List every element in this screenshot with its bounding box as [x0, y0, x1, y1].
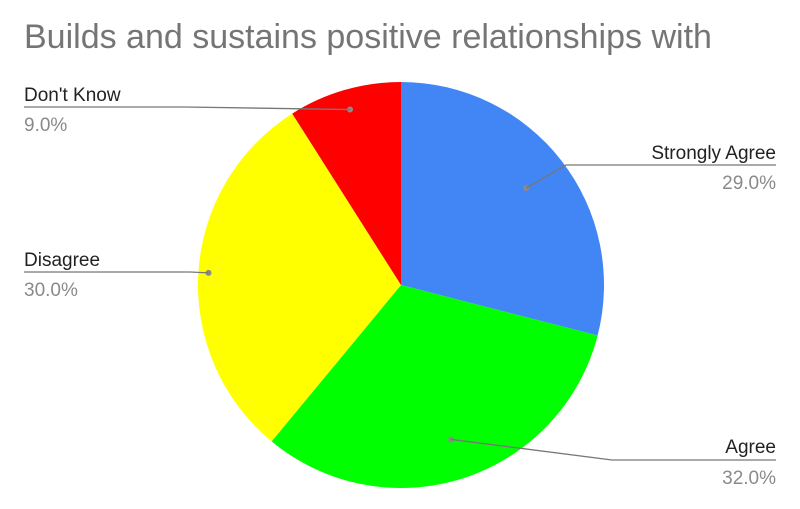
pie-slice-disagree — [198, 113, 401, 442]
slice-label-agree: Agree — [725, 437, 776, 458]
leader-line-don-t-know — [24, 106, 351, 111]
slice-percent-disagree: 30.0% — [24, 280, 78, 301]
slice-label-don-t-know: Don't Know — [24, 85, 121, 106]
leader-line-strongly-agree — [525, 164, 776, 189]
leader-line-disagree — [24, 271, 209, 274]
pie-slice-strongly-agree — [401, 82, 605, 336]
slice-percent-strongly-agree: 29.0% — [722, 173, 776, 194]
slice-percent-agree: 32.0% — [722, 468, 776, 489]
chart-title: Builds and sustains positive relationshi… — [24, 18, 712, 56]
slice-percent-don-t-know: 9.0% — [24, 115, 67, 136]
leader-line-agree — [451, 438, 776, 461]
slice-label-disagree: Disagree — [24, 250, 100, 271]
slice-label-strongly-agree: Strongly Agree — [651, 143, 776, 164]
pie-slice-agree — [271, 285, 598, 488]
pie-slice-don-t-know — [292, 82, 401, 285]
